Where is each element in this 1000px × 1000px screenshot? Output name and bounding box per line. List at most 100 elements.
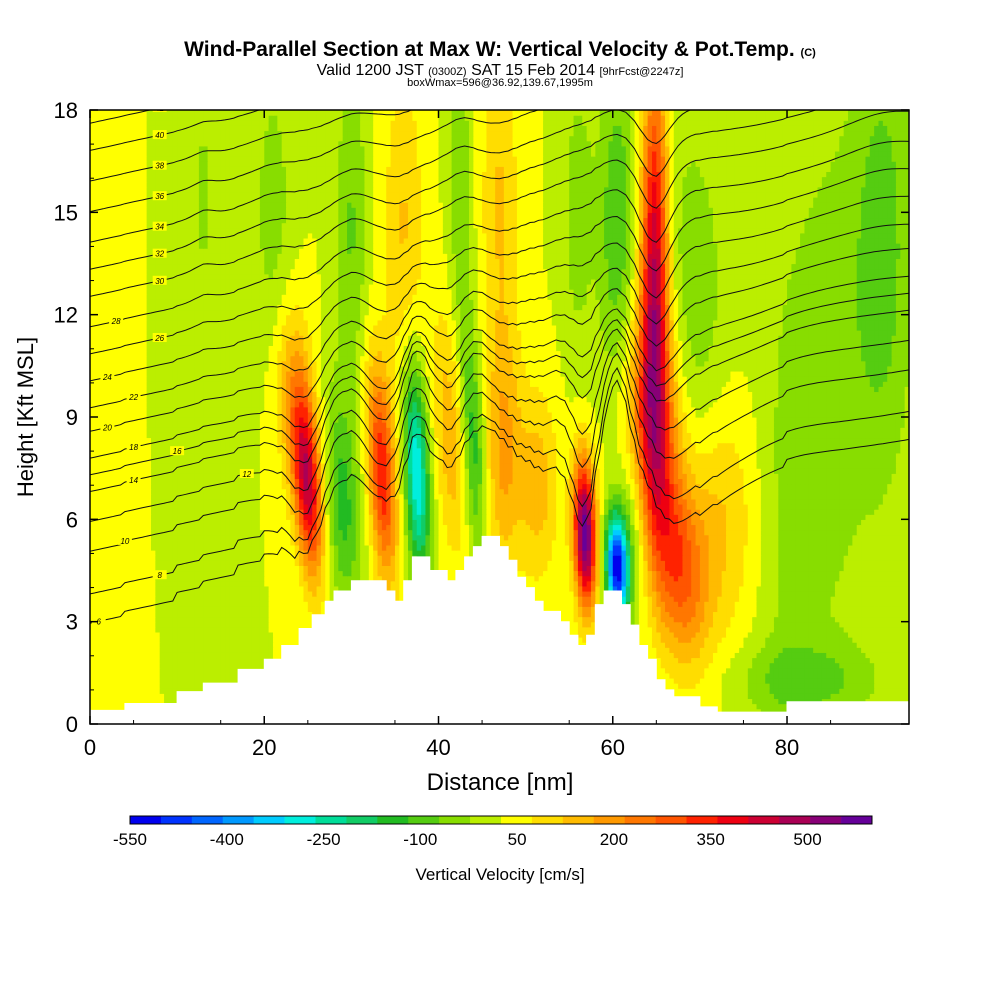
- theta-contour-label: 18: [129, 443, 138, 452]
- chart-title: Wind-Parallel Section at Max W: Vertical…: [0, 38, 1000, 62]
- theta-label-bg: [152, 221, 167, 231]
- theta-contour-label: 42: [155, 104, 164, 113]
- colorbar-tick-label: 50: [508, 830, 527, 849]
- theta-contour-label: 24: [102, 373, 112, 382]
- colorbar-swatch: [315, 816, 347, 824]
- y-tick-label: 9: [66, 405, 78, 430]
- theta-contour-12: [90, 339, 909, 522]
- colorbar-swatch: [130, 816, 162, 824]
- theta-contour-6: [90, 379, 909, 624]
- theta-label-bg: [126, 475, 141, 485]
- theta-contour-label: 26: [154, 334, 164, 343]
- theta-label-bg: [152, 110, 167, 112]
- colorbar-swatch: [439, 816, 471, 824]
- colorbar-swatch: [408, 816, 440, 824]
- colorbar-swatch: [160, 816, 193, 824]
- colorbar-swatch: [686, 816, 718, 824]
- x-tick-label: 60: [601, 735, 625, 760]
- y-tick-label: 18: [54, 98, 78, 123]
- colorbar-tick-label: -550: [113, 830, 147, 849]
- theta-contour-label: 28: [111, 317, 121, 326]
- x-tick-label: 80: [775, 735, 799, 760]
- colorbar-swatch: [346, 816, 378, 824]
- chart-valid-time: Valid 1200 JST (0300Z) SAT 15 Feb 2014 […: [0, 62, 1000, 80]
- colorbar-tick-label: -400: [210, 830, 244, 849]
- colorbar-swatch: [779, 816, 811, 824]
- theta-contour-30: [90, 110, 909, 297]
- theta-label-bg: [152, 191, 167, 201]
- theta-contour-18: [90, 275, 909, 459]
- colorbar: -550 -400 -250 -100 50 200 350 500: [113, 815, 873, 849]
- theta-contour-label: 8: [157, 571, 162, 580]
- theta-label-bg: [91, 616, 106, 626]
- theta-contour-22: [90, 223, 909, 409]
- colorbar-tick-label: 350: [697, 830, 725, 849]
- x-tick-label: 20: [252, 735, 276, 760]
- colorbar-swatch: [253, 816, 285, 824]
- theta-contour-14: [90, 309, 909, 492]
- colorbar-swatch: [748, 816, 780, 824]
- theta-contour-label: 38: [155, 162, 164, 171]
- colorbar-swatch: [593, 816, 625, 824]
- colorbar-tick-label: -250: [307, 830, 341, 849]
- theta-label-bg: [126, 392, 141, 402]
- colorbar-swatch: [810, 816, 842, 824]
- theta-contour-36: [90, 110, 540, 213]
- theta-contour-label: 16: [173, 447, 182, 456]
- x-axis: 0 20 40 60 80: [84, 110, 832, 760]
- colorbar-swatch: [191, 816, 224, 824]
- theta-contour-20: [90, 248, 909, 432]
- theta-label-bg: [152, 130, 167, 140]
- theta-contour-label: 12: [242, 470, 251, 479]
- colorbar-swatch: [531, 816, 564, 824]
- theta-contour-40: [90, 110, 261, 151]
- colorbar-swatch: [717, 816, 749, 824]
- colorbar-tick-label: 500: [793, 830, 821, 849]
- terrain: [90, 535, 909, 724]
- theta-contour-label: 14: [129, 476, 138, 485]
- x-tick-label: 0: [84, 735, 96, 760]
- chart-subtitle: boxWmax=596@36.92,139.67,1995m: [0, 77, 1000, 89]
- theta-contour-label: 34: [155, 223, 164, 232]
- theta-label-bg: [152, 333, 167, 342]
- theta-contour-34: [90, 110, 692, 243]
- theta-contour-32: [90, 110, 818, 270]
- theta-contour-label: 20: [102, 424, 112, 433]
- colorbar-label: Vertical Velocity [cm/s]: [415, 865, 584, 884]
- theta-contour-label: 40: [155, 131, 164, 140]
- theta-contour-label: 6: [96, 617, 101, 626]
- copyright-mark: (C): [801, 47, 816, 59]
- colorbar-swatch: [841, 816, 873, 824]
- theta-contour-28: [90, 140, 909, 328]
- theta-contour-label: 10: [120, 537, 129, 546]
- colorbar-swatch: [377, 816, 409, 824]
- theta-contour-24: [90, 195, 909, 382]
- theta-label-bg: [126, 442, 141, 452]
- theta-label-bg: [100, 422, 115, 432]
- theta-contour-label: 32: [155, 250, 164, 259]
- theta-contour-10: [90, 352, 909, 552]
- terrain-mask: [90, 535, 909, 724]
- x-tick-label: 40: [426, 735, 450, 760]
- theta-contour-label: 36: [155, 192, 164, 201]
- y-tick-label: 3: [66, 610, 78, 635]
- colorbar-swatch: [470, 816, 502, 824]
- colorbar-swatch: [624, 816, 656, 824]
- y-axis-label: Height [Kft MSL]: [13, 337, 38, 497]
- colorbar-swatch: [222, 816, 254, 824]
- theta-contour-8: [90, 366, 909, 595]
- colorbar-tick-label: 200: [600, 830, 628, 849]
- theta-label-bg: [152, 570, 167, 580]
- theta-label-bg: [152, 275, 167, 285]
- colorbar-swatch: [655, 816, 687, 824]
- y-tick-label: 0: [66, 712, 78, 737]
- theta-contour-38: [90, 110, 412, 182]
- y-tick-label: 6: [66, 507, 78, 532]
- theta-contour-label: 30: [155, 277, 164, 286]
- colorbar-tick-label: -100: [403, 830, 437, 849]
- colorbar-swatch: [284, 816, 316, 824]
- x-axis-label: Distance [nm]: [427, 769, 574, 796]
- theta-label-bg: [109, 316, 124, 326]
- theta-contour-16: [90, 292, 909, 476]
